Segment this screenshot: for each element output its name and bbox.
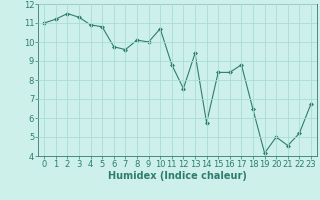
X-axis label: Humidex (Indice chaleur): Humidex (Indice chaleur) [108,171,247,181]
